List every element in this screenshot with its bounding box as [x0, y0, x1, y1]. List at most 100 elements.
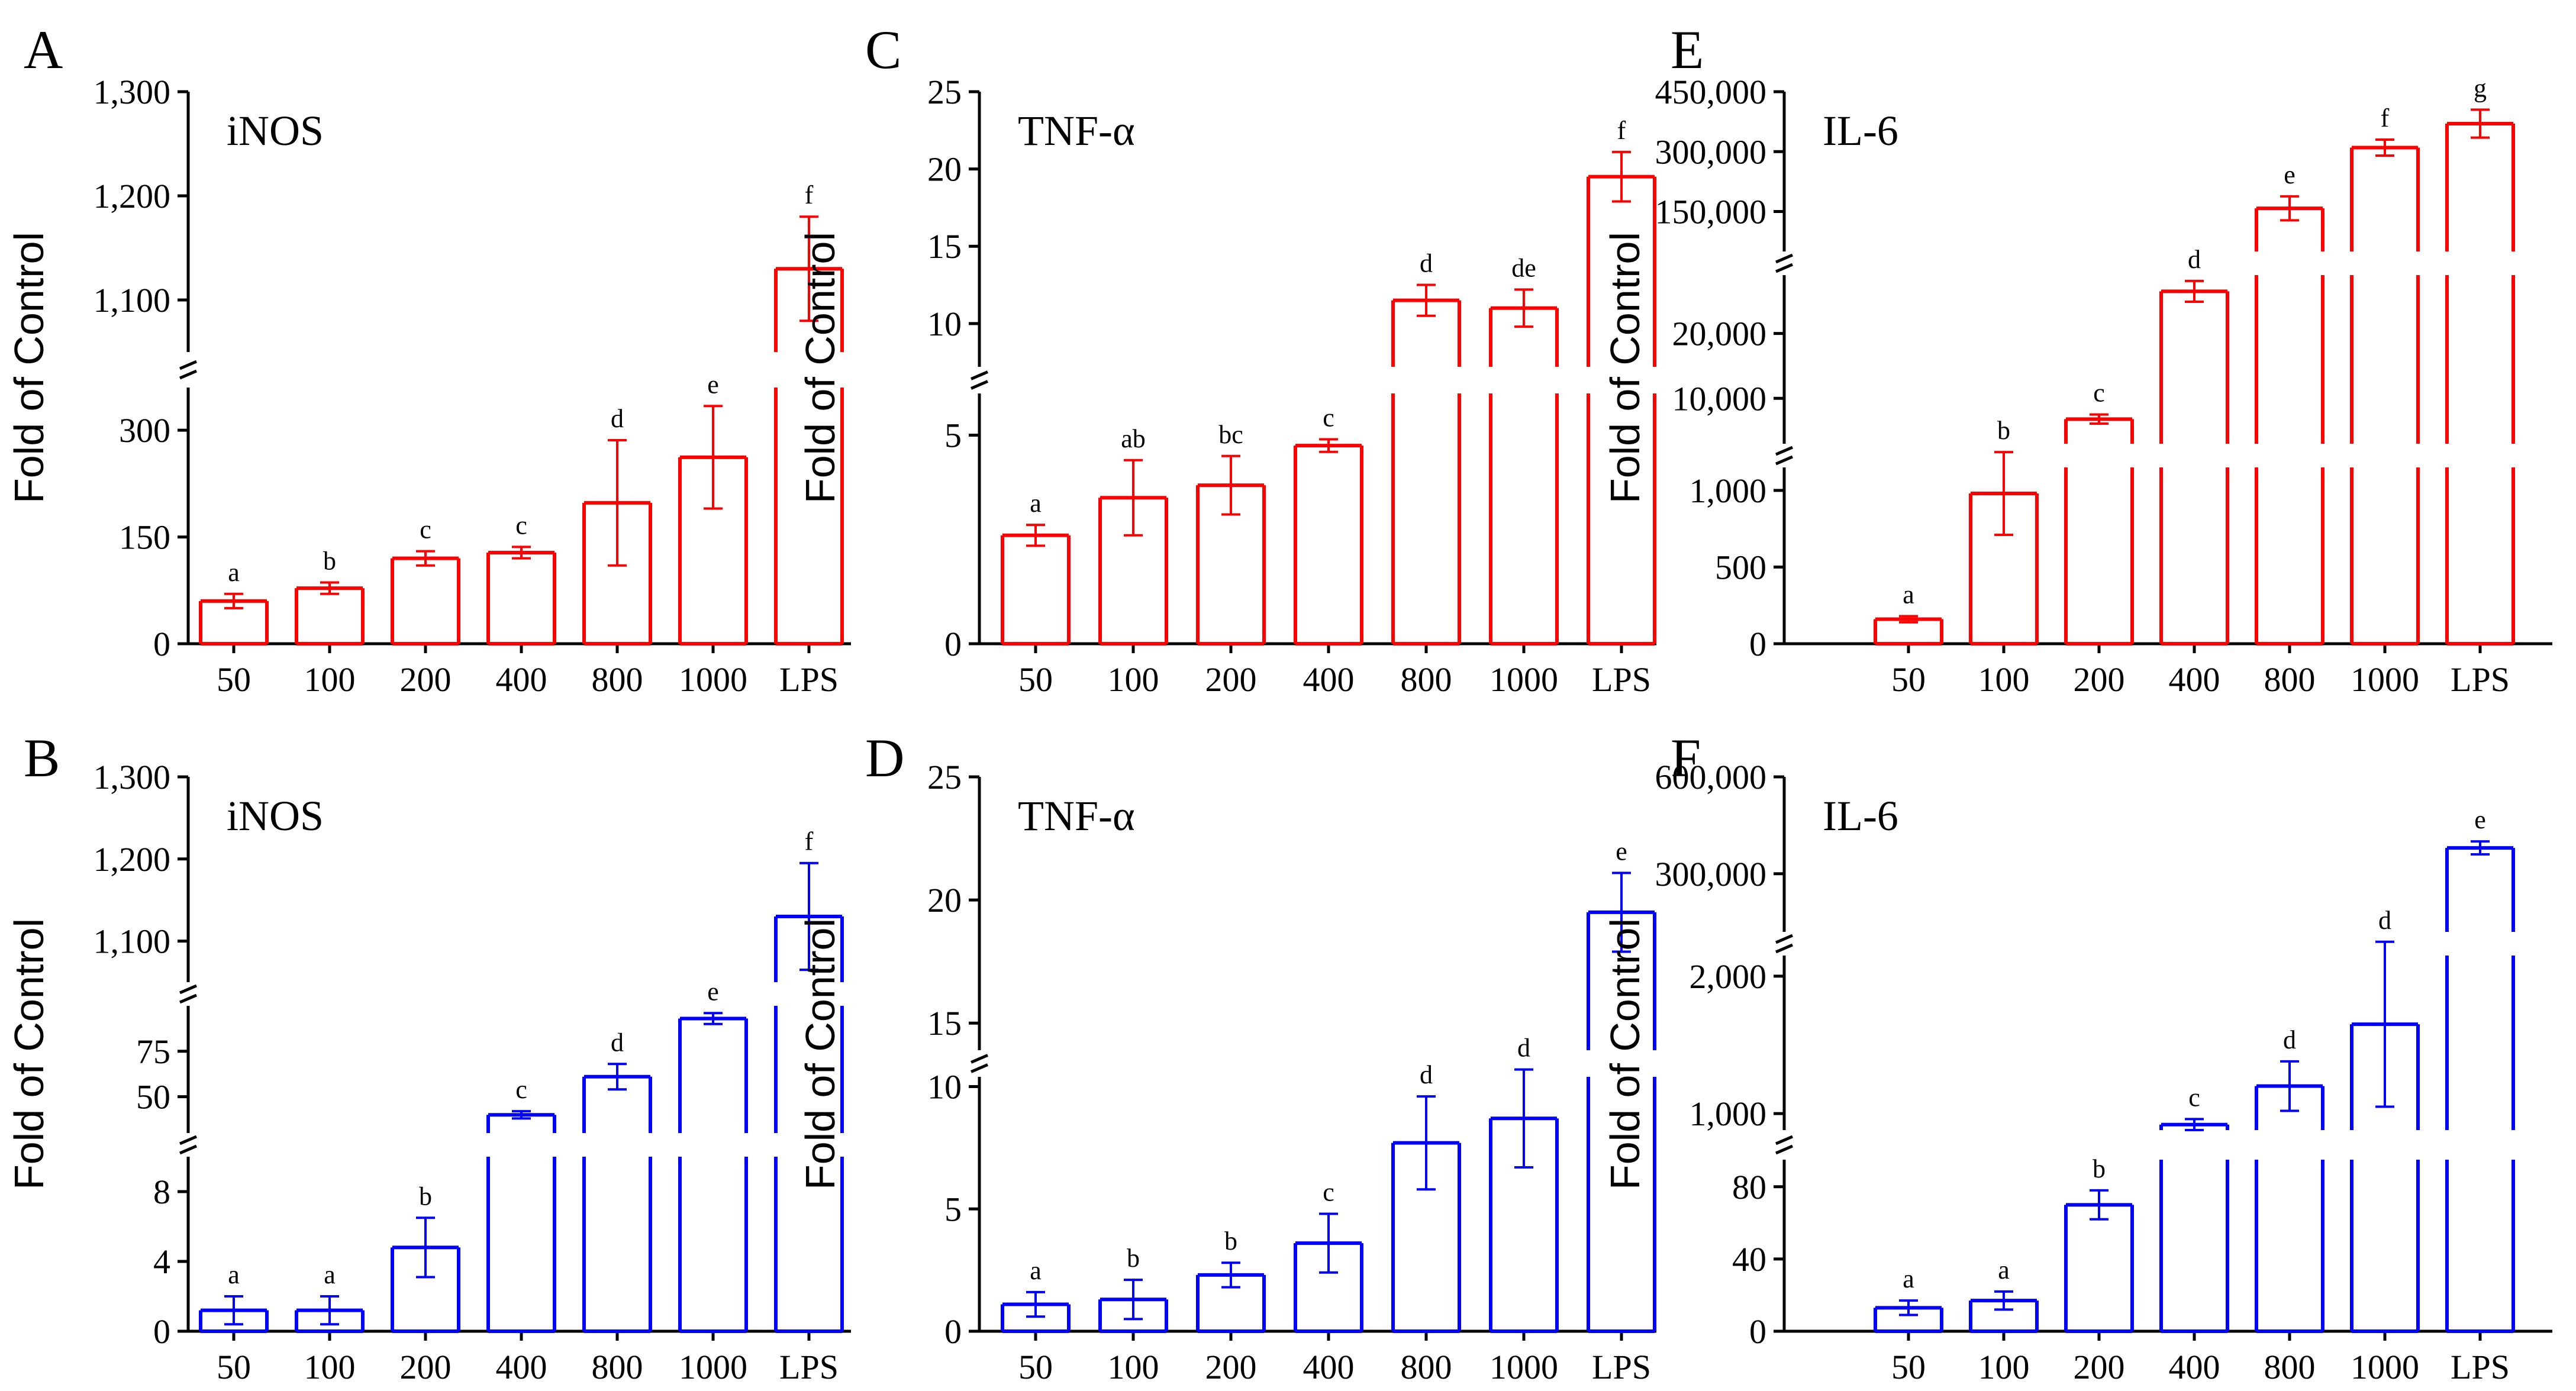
bar [1294, 444, 1363, 646]
x-tick-label: 200 [1205, 1348, 1257, 1386]
x-tick-label: 200 [2074, 660, 2125, 699]
bar [2255, 206, 2324, 646]
significance-letter: b [323, 547, 336, 576]
bar [2159, 1122, 2229, 1333]
bar [2445, 846, 2515, 1333]
significance-letter: d [1420, 249, 1433, 278]
significance-letter: a [228, 1260, 240, 1289]
x-tick-label: 1000 [1489, 660, 1558, 699]
significance-letter: f [805, 180, 814, 209]
error-bar [608, 1063, 627, 1091]
x-tick-label: LPS [2451, 1348, 2510, 1386]
error-bar [1612, 150, 1631, 203]
error-bar [224, 592, 243, 609]
bar [2350, 146, 2420, 646]
y-tick-label: 300 [119, 411, 170, 450]
y-tick-label: 0 [1749, 625, 1766, 663]
x-tick-label: 1000 [679, 660, 747, 699]
x-tick-label: LPS [779, 660, 839, 699]
error-bar [799, 861, 818, 972]
y-tick-label: 2,000 [1690, 957, 1767, 996]
x-tick-label: 50 [1891, 1348, 1926, 1386]
error-bar [2375, 940, 2394, 1108]
error-bar [1417, 283, 1436, 317]
x-tick-label: 200 [2074, 1348, 2125, 1386]
axis-break-mark [179, 984, 197, 995]
axis-break-mark [179, 360, 197, 370]
y-tick-label: 0 [944, 1312, 962, 1351]
axis-break-mark [1775, 934, 1793, 944]
error-bar [2185, 279, 2204, 303]
y-tick-label: 20 [927, 150, 962, 189]
y-tick-label: 150,000 [1655, 193, 1767, 231]
error-bar [1514, 1068, 1533, 1169]
chart-title: TNF-α [1018, 107, 1135, 154]
bar [1587, 910, 1656, 1333]
error-bar [1417, 1095, 1436, 1191]
chart-title: IL-6 [1823, 107, 1898, 154]
x-tick-label: 200 [400, 660, 452, 699]
x-tick-label: 100 [1108, 660, 1159, 699]
error-bar [1899, 1299, 1918, 1316]
y-tick-label: 1,300 [94, 758, 171, 796]
x-tick-label: 400 [1303, 1348, 1355, 1386]
x-tick-label: 400 [2169, 1348, 2220, 1386]
y-axis [178, 90, 197, 646]
error-bar [608, 439, 627, 567]
y-axis [969, 775, 988, 1333]
significance-letter: b [1224, 1227, 1237, 1256]
x-tick-label: 50 [1018, 1348, 1053, 1386]
x-tick-label: 400 [1303, 660, 1355, 699]
error-bar [2471, 108, 2490, 139]
panel-letter: F [1671, 728, 1701, 788]
axis-break-mark [179, 993, 197, 1004]
bar [295, 586, 365, 646]
x-tick-label: 800 [1401, 1348, 1452, 1386]
bar [774, 914, 844, 1333]
significance-letter: c [420, 515, 431, 544]
error-bar [2090, 1189, 2108, 1221]
x-tick-label: 100 [1978, 660, 2030, 699]
chart-title: iNOS [227, 792, 324, 840]
significance-letter: f [2381, 104, 2390, 133]
significance-letter: a [324, 1260, 336, 1289]
y-axis [178, 775, 197, 1333]
significance-letter: c [1323, 1178, 1334, 1207]
y-tick-label: 0 [1749, 1312, 1766, 1351]
error-bar [1994, 451, 2013, 537]
error-bar [1514, 288, 1533, 328]
error-bar [1026, 524, 1045, 547]
error-bar [512, 1110, 531, 1120]
axis-break-mark [1775, 943, 1793, 954]
significance-letter: a [1030, 1256, 1042, 1285]
x-tick-label: 100 [1108, 1348, 1159, 1386]
panel-b: B Fold of Control iNOS 0 4 8 50 75 1,100 1,200 1,3… [6, 728, 851, 1386]
y-axis-label: Fold of Control [6, 232, 52, 504]
significance-letter: b [419, 1182, 432, 1211]
y-tick-label: 5 [944, 1190, 962, 1228]
x-tick-label: 100 [304, 660, 356, 699]
axis-break-mark [1775, 455, 1793, 466]
significance-letter: d [611, 1028, 624, 1057]
significance-letter: a [1903, 1264, 1914, 1293]
x-tick-label: 400 [2169, 660, 2220, 699]
y-tick-label: 10,000 [1672, 379, 1767, 418]
y-tick-label: 8 [153, 1173, 170, 1211]
bar [486, 1113, 556, 1333]
significance-letter: b [1997, 416, 2010, 445]
panel-letter: C [865, 20, 901, 80]
y-axis-label: Fold of Control [6, 918, 52, 1190]
significance-letter: bc [1218, 420, 1243, 449]
bar [1587, 175, 1656, 646]
significance-letter: d [1420, 1060, 1433, 1089]
error-bar [1124, 459, 1143, 537]
significance-letter: a [1030, 489, 1042, 518]
x-tick-label: 800 [592, 1348, 643, 1386]
error-bar [704, 405, 723, 510]
bar [391, 556, 460, 646]
chart-title: iNOS [227, 107, 324, 154]
panel-letter: E [1671, 20, 1704, 80]
y-tick-label: 1,000 [1690, 1095, 1767, 1133]
significance-letter: a [228, 558, 240, 587]
x-tick-label: 100 [1978, 1348, 2030, 1386]
